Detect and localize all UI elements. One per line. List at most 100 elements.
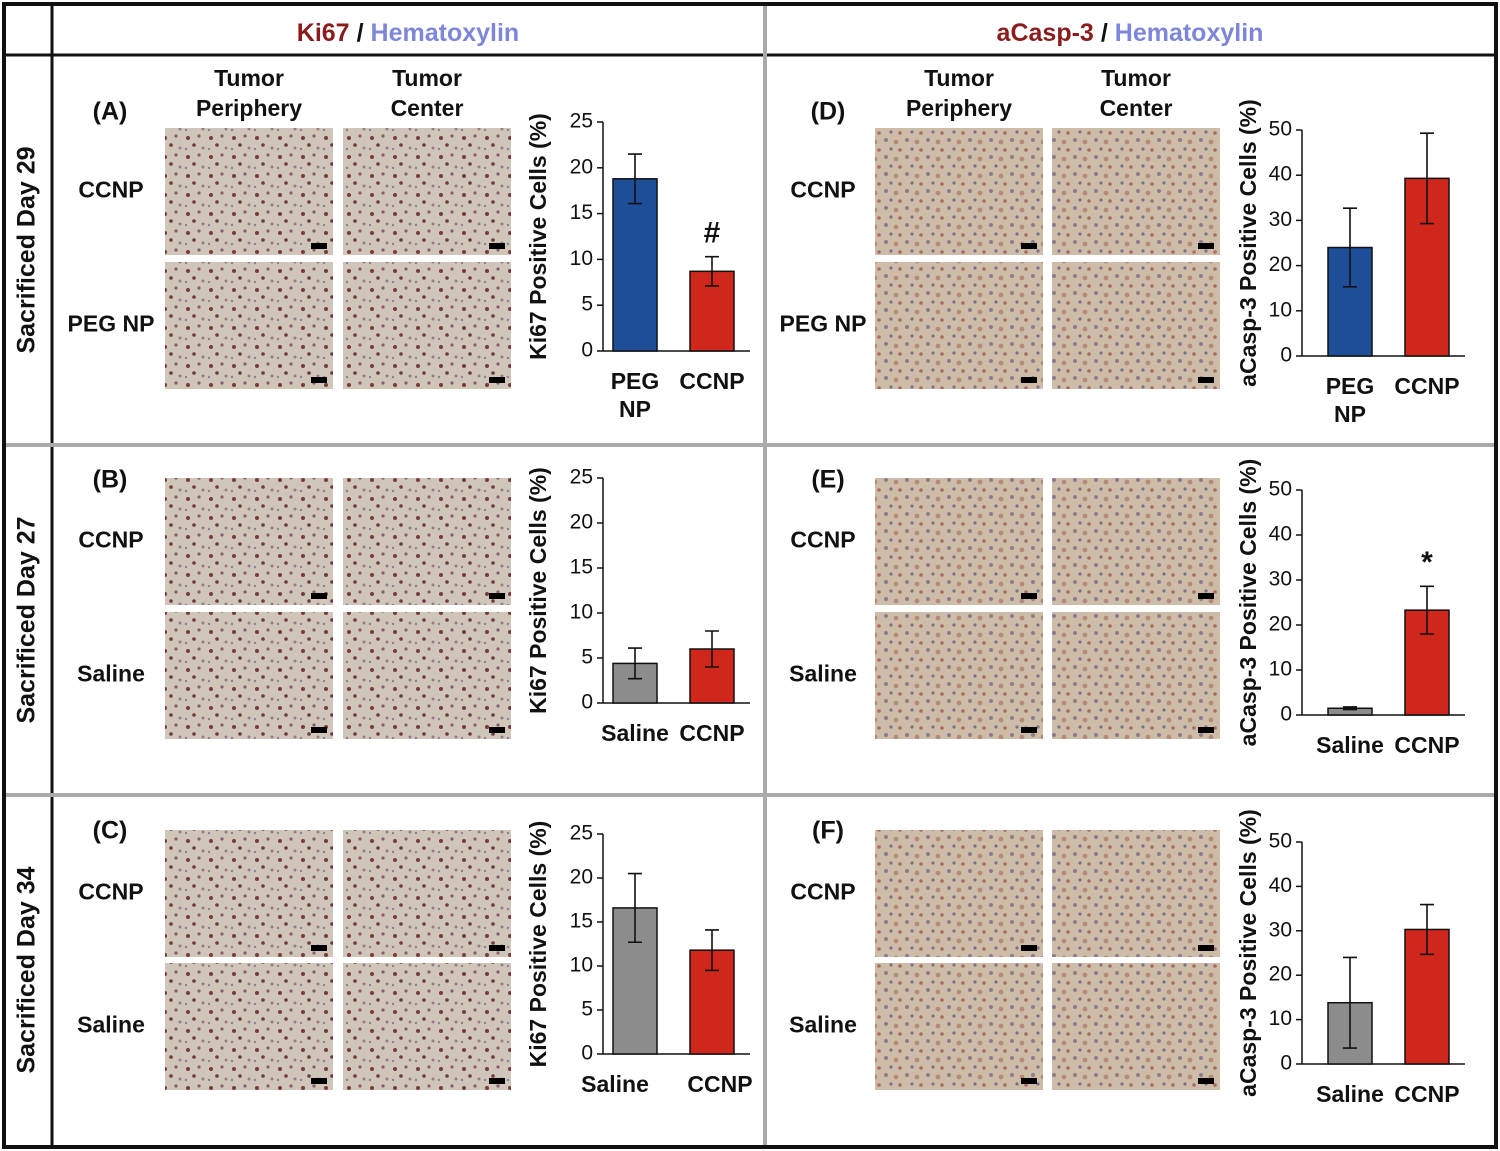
y-axis-label: aCasp-3 Positive Cells (%) <box>1235 809 1261 1097</box>
image-column-label: Tumor Center <box>391 65 464 121</box>
scale-bar <box>311 593 327 599</box>
error-bar <box>1343 207 1357 288</box>
image-row-label: Saline <box>77 1012 145 1038</box>
error-bar <box>1420 903 1434 956</box>
x-tick-label: CCNP <box>1394 732 1459 758</box>
image-column-label: Tumor Periphery <box>906 65 1012 121</box>
micrograph <box>165 612 333 739</box>
x-tick-label: CCNP <box>679 368 744 394</box>
scale-bar <box>1021 243 1037 249</box>
y-tick-label: 5 <box>581 998 593 1021</box>
y-tick-label: 30 <box>1269 568 1292 591</box>
y-tick-label: 0 <box>581 339 593 362</box>
row-label: Sacrificed Day 29 <box>13 146 41 353</box>
image-row-label: CCNP <box>78 177 143 203</box>
y-tick-label: 0 <box>1280 344 1292 367</box>
y-tick-label: 25 <box>570 466 593 489</box>
bar <box>612 178 658 352</box>
error-bar <box>1343 706 1357 711</box>
y-tick-label: 10 <box>1269 298 1292 321</box>
scale-bar <box>311 377 327 383</box>
scale-bar <box>489 243 505 249</box>
scale-bar <box>1198 377 1214 383</box>
micrograph <box>1052 128 1220 255</box>
error-bar <box>1343 956 1357 1049</box>
micrograph <box>1052 478 1220 605</box>
micrograph <box>343 612 511 739</box>
error-bar <box>705 255 719 287</box>
y-tick-label: 20 <box>1269 253 1292 276</box>
image-row-label: CCNP <box>78 527 143 553</box>
scale-bar <box>311 243 327 249</box>
micrograph <box>875 963 1043 1090</box>
header-stain: Ki67 <box>297 19 350 47</box>
y-tick-label: 40 <box>1269 523 1292 546</box>
panel-letter: (F) <box>812 817 844 845</box>
scale-bar <box>311 945 327 951</box>
scale-bar <box>1198 945 1214 951</box>
micrograph <box>343 262 511 389</box>
y-tick-label: 0 <box>1280 703 1292 726</box>
error-bar <box>628 872 642 944</box>
micrograph <box>875 612 1043 739</box>
row-label: Sacrificed Day 34 <box>13 866 41 1073</box>
y-tick-label: 15 <box>570 556 593 579</box>
y-tick-label: 0 <box>581 691 593 714</box>
image-row-label: Saline <box>77 661 145 687</box>
y-tick-label: 20 <box>1269 963 1292 986</box>
x-tick-label: CCNP <box>679 720 744 746</box>
error-bar <box>1420 132 1434 225</box>
scale-bar <box>311 727 327 733</box>
x-tick-label: Saline <box>601 720 669 746</box>
micrograph <box>165 478 333 605</box>
y-tick-label: 40 <box>1269 163 1292 186</box>
image-row-label: CCNP <box>790 177 855 203</box>
scale-bar <box>1198 593 1214 599</box>
y-tick-label: 25 <box>570 110 593 133</box>
y-tick-label: 50 <box>1269 118 1292 141</box>
scale-bar <box>489 1078 505 1084</box>
image-row-label: PEG NP <box>780 311 867 337</box>
micrograph <box>875 262 1043 389</box>
y-axis-label: Ki67 Positive Cells (%) <box>525 113 551 360</box>
y-tick-label: 20 <box>570 155 593 178</box>
y-tick-label: 15 <box>570 910 593 933</box>
x-tick-label: PEG NP <box>1326 373 1375 427</box>
scale-bar <box>1021 377 1037 383</box>
image-row-label: CCNP <box>78 879 143 905</box>
y-axis-label: aCasp-3 Positive Cells (%) <box>1235 459 1261 747</box>
scale-bar <box>489 727 505 733</box>
scale-bar <box>311 1078 327 1084</box>
x-tick-label: PEG NP <box>611 368 660 422</box>
y-tick-label: 0 <box>1280 1052 1292 1075</box>
header-counterstain: Hematoxylin <box>1115 19 1264 47</box>
y-tick-label: 10 <box>1269 1007 1292 1030</box>
row-label: Sacrificed Day 27 <box>13 516 41 723</box>
error-bar <box>628 647 642 680</box>
y-tick-label: 50 <box>1269 478 1292 501</box>
panel-letter: (C) <box>93 817 128 845</box>
y-tick-label: 30 <box>1269 208 1292 231</box>
y-axis-label: Ki67 Positive Cells (%) <box>525 821 551 1068</box>
y-tick-label: 10 <box>1269 658 1292 681</box>
scale-bar <box>489 593 505 599</box>
image-column-label: Tumor Periphery <box>196 65 302 121</box>
scale-bar <box>1021 593 1037 599</box>
scale-bar <box>1198 727 1214 733</box>
micrograph <box>1052 830 1220 957</box>
y-tick-label: 0 <box>581 1042 593 1065</box>
micrograph <box>165 830 333 957</box>
y-axis-label: aCasp-3 Positive Cells (%) <box>1235 99 1261 387</box>
scale-bar <box>489 945 505 951</box>
y-tick-label: 15 <box>570 201 593 224</box>
significance-mark: * <box>1421 546 1433 579</box>
x-tick-label: CCNP <box>1394 373 1459 399</box>
error-bar <box>1420 585 1434 635</box>
y-tick-label: 5 <box>581 293 593 316</box>
micrograph <box>165 963 333 1090</box>
image-row-label: CCNP <box>790 879 855 905</box>
y-tick-label: 10 <box>570 601 593 624</box>
image-row-label: Saline <box>789 1012 857 1038</box>
